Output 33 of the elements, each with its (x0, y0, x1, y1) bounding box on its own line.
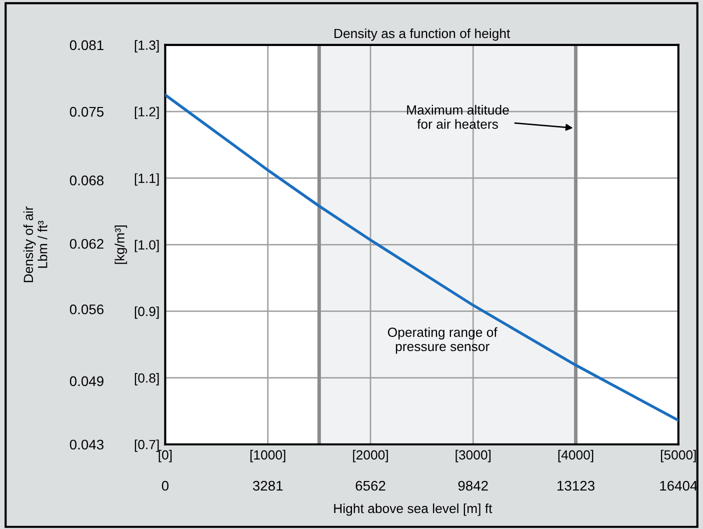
x-axis-title: Hight above sea level [m] ft (334, 503, 492, 516)
x2-tick-label: 9842 (458, 480, 488, 491)
chart-title: Density as a function of height (334, 28, 510, 41)
y2-axis-title: Density of air Lbm / ft³ (23, 206, 48, 282)
x2-tick-label: 3281 (252, 480, 283, 491)
line-series (165, 94, 678, 422)
y-tick-label: [1.3] (134, 40, 159, 52)
annotation: Operating range of pressure sensor (388, 327, 498, 354)
x-tick-label: [5000] (660, 450, 696, 462)
y2-tick-label: 0.049 (70, 376, 104, 386)
x2-tick-label: 13123 (558, 480, 594, 491)
y2-tick-label: 0.062 (70, 238, 104, 249)
y-axis-title: [kg/m³] (114, 225, 128, 264)
y2-tick-label: 0.068 (70, 176, 104, 186)
x2-tick-label: 6562 (356, 480, 386, 491)
y-tick-label: [1.1] (134, 173, 159, 186)
y2-tick-label: 0.043 (70, 440, 104, 450)
y-tick-label: [0.9] (134, 306, 159, 319)
x-tick-label: [1000] (250, 450, 286, 462)
y-tick-label: [1.2] (134, 106, 159, 120)
x2-tick-label: 0 (162, 480, 169, 491)
y-tick-label: [0.7] (134, 440, 159, 452)
x-tick-label: [3000] (456, 450, 491, 462)
x-tick-label: [4000] (558, 450, 594, 462)
y2-tick-label: 0.056 (70, 304, 104, 314)
y-tick-label: [1.0] (134, 240, 159, 252)
x2-tick-label: 16404 (660, 480, 698, 491)
y2-tick-label: 0.081 (70, 40, 104, 50)
y2-tick-label: 0.075 (70, 106, 104, 117)
annotation: Maximum altitude for air heaters (407, 104, 509, 129)
x-tick-label: [2000] (353, 450, 388, 462)
x-tick-label: [0] (158, 450, 172, 462)
y-tick-label: [0.8] (134, 373, 159, 386)
